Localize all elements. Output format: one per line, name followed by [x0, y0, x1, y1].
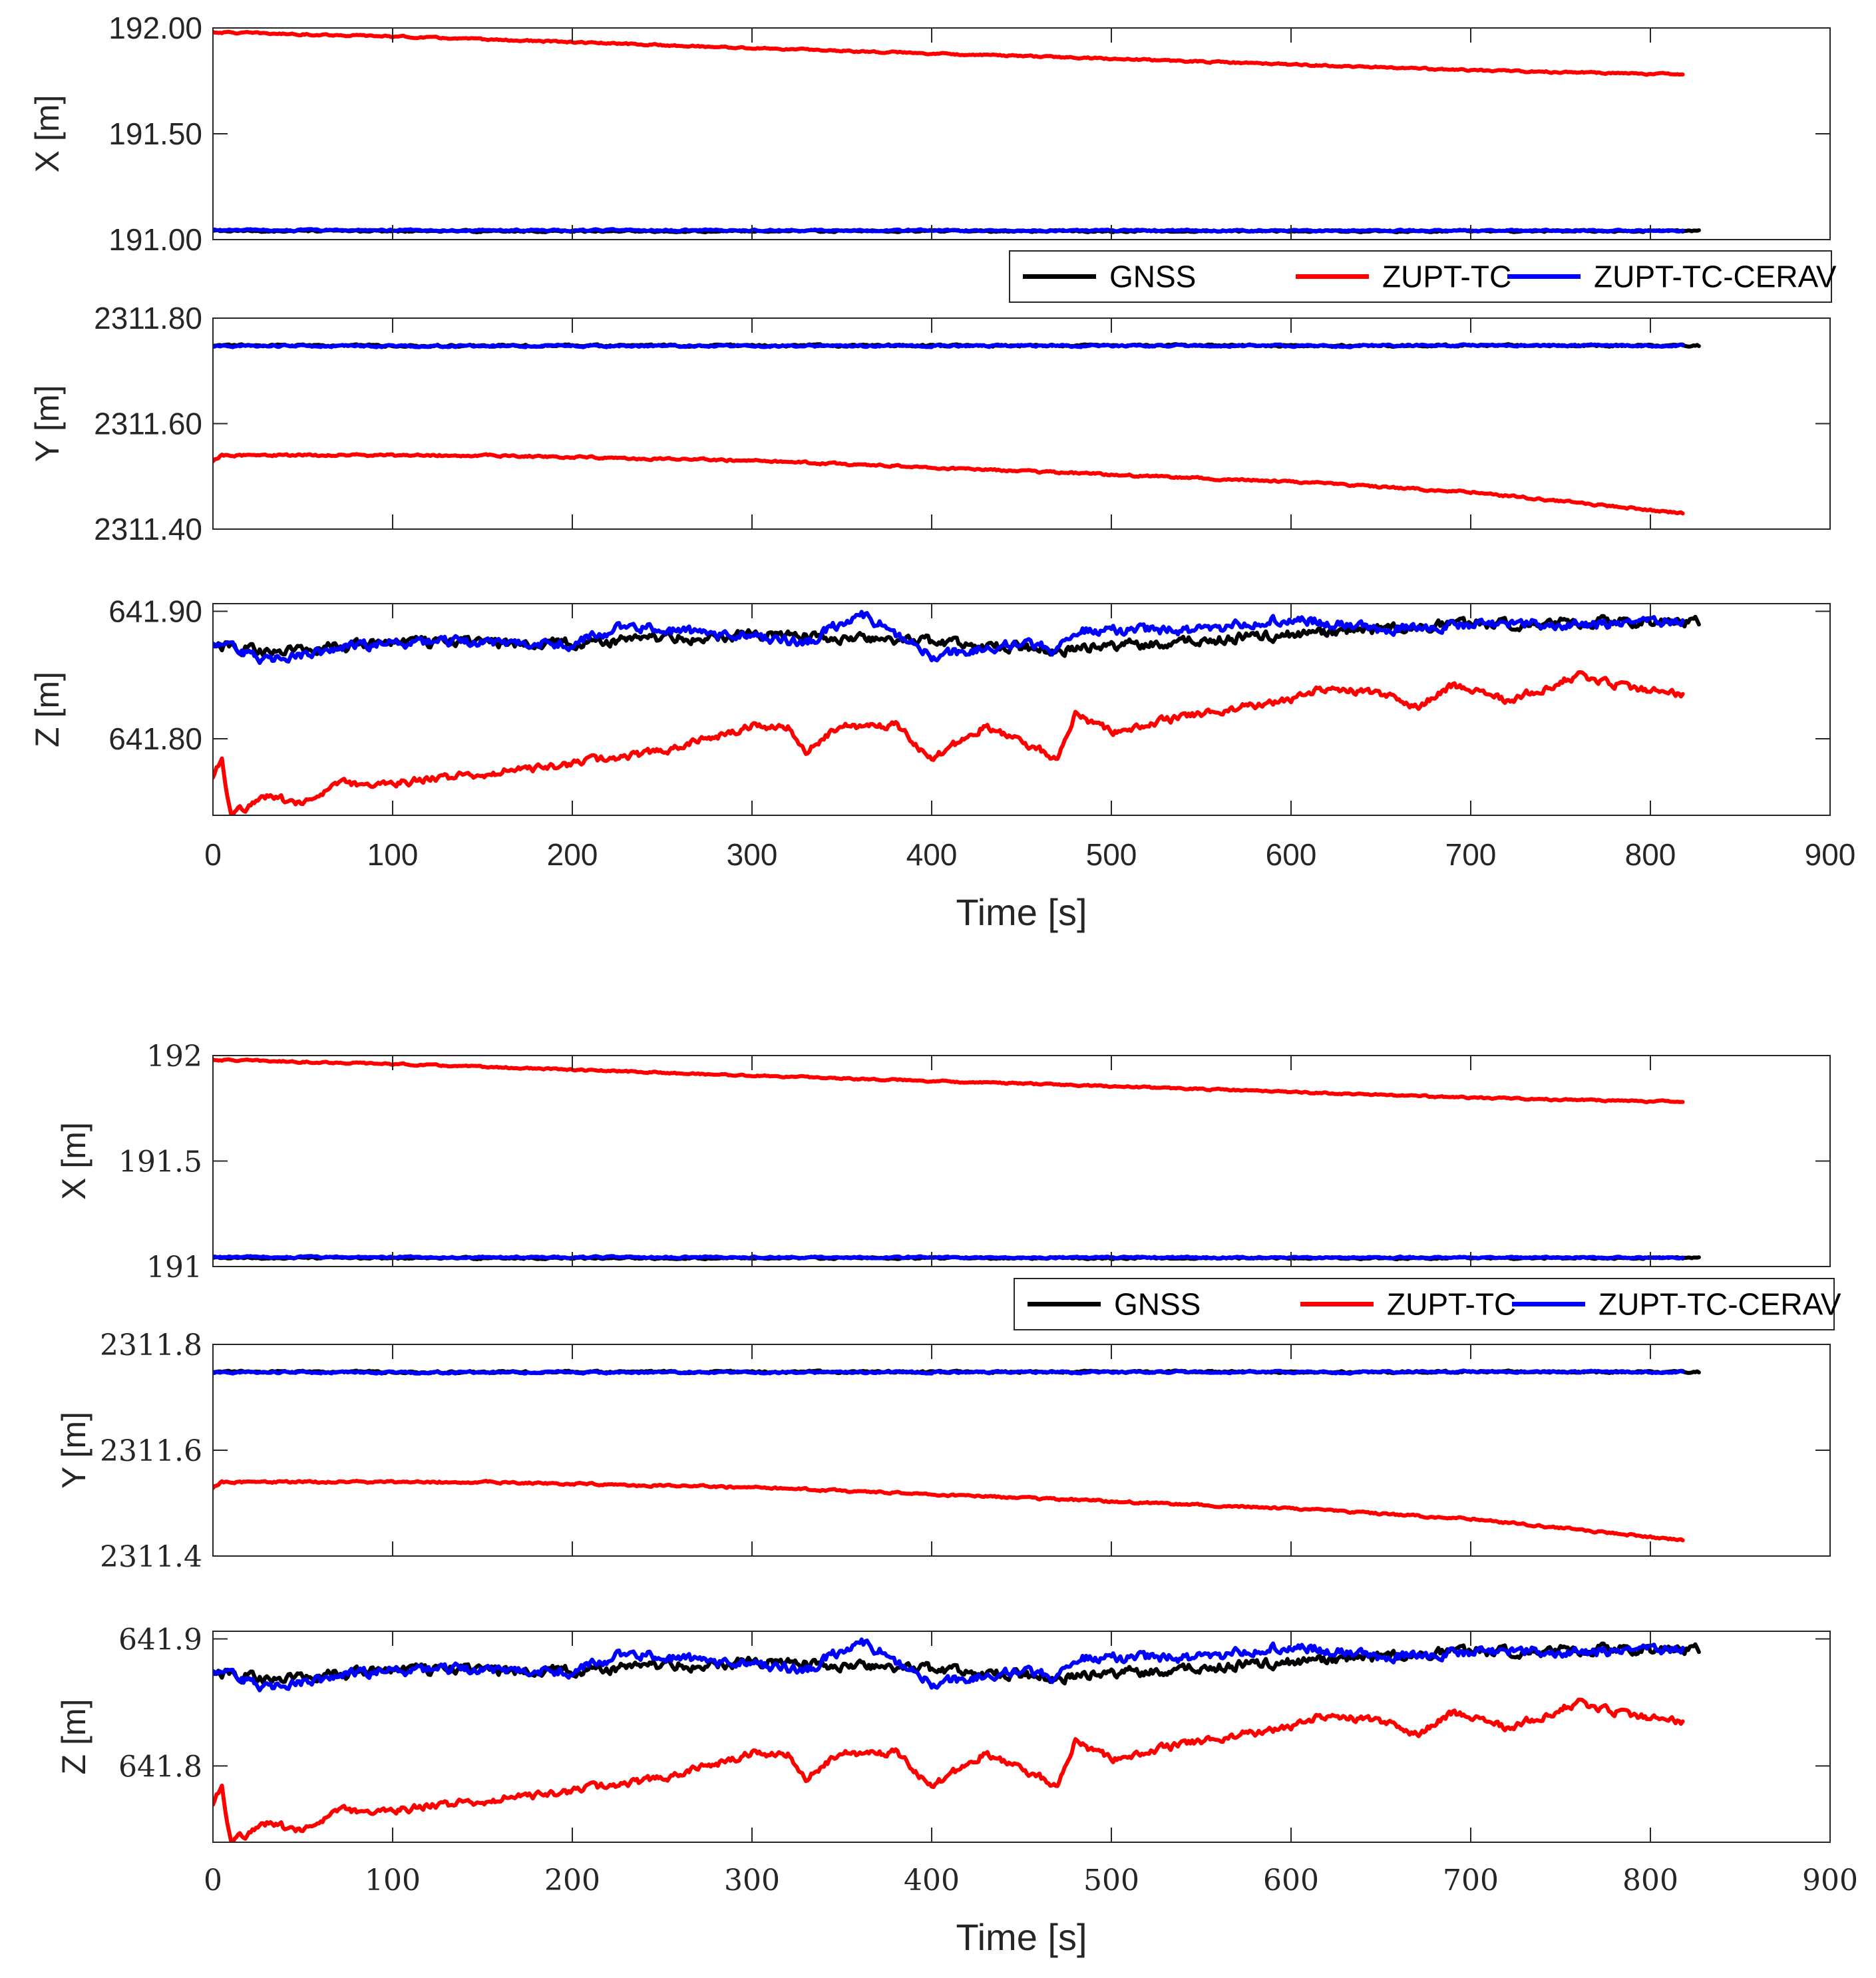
- x-axis-label: Time [s]: [956, 891, 1087, 933]
- x-tick-label: 400: [904, 1864, 960, 1897]
- x-tick-label: 100: [365, 1864, 421, 1897]
- y-axis-label: X [m]: [55, 1122, 93, 1200]
- x-tick-label: 700: [1443, 1864, 1499, 1897]
- legend: GNSS ZUPT-TC ZUPT-TC-CERAV: [1014, 1278, 1841, 1330]
- x-tick-label: 700: [1445, 837, 1497, 872]
- series-line-zupt-tc-cerav: [213, 342, 1685, 349]
- y-axis-label: Y [m]: [55, 1412, 93, 1489]
- x-axis-label: Time [s]: [956, 1916, 1087, 1958]
- series-line-zupt-tc-cerav: [213, 1368, 1685, 1376]
- x-tick-label: 900: [1802, 1864, 1858, 1897]
- panel-x: 191.00 191.50 192.00 X [m]: [29, 11, 1831, 257]
- series-line-zupt-tc: [213, 1057, 1685, 1105]
- axes-box: [212, 1055, 1831, 1267]
- y-tick-label: 2311.80: [94, 301, 202, 335]
- y-tick-label: 641.8: [118, 1750, 202, 1784]
- x-tick-label: 800: [1625, 837, 1676, 872]
- axes-box: [212, 1344, 1831, 1557]
- axes-box: [212, 603, 1831, 816]
- series-line-zupt-tc-cerav: [213, 610, 1685, 666]
- series-line-zupt-tc: [213, 1697, 1685, 1842]
- y-axis-label: Z [m]: [29, 672, 66, 747]
- y-tick-label: 191.50: [108, 116, 202, 151]
- legend-label-zupt-tc: ZUPT-TC: [1382, 260, 1511, 294]
- y-axis-label: Y [m]: [29, 385, 66, 463]
- legend-box: [1009, 250, 1832, 303]
- y-tick-label: 191.5: [118, 1145, 202, 1179]
- legend-label-gnss: GNSS: [1109, 260, 1196, 294]
- y-tick-label: 2311.4: [100, 1540, 202, 1574]
- y-tick-label: 641.80: [108, 721, 202, 756]
- series-line-zupt-tc: [213, 452, 1685, 516]
- axes-box: [212, 27, 1831, 240]
- y-tick-label: 2311.8: [100, 1328, 202, 1362]
- series-line-zupt-tc: [213, 29, 1685, 77]
- series-line-zupt-tc: [213, 670, 1685, 815]
- series-line-zupt-tc-cerav: [213, 1254, 1685, 1261]
- x-tick-label: 300: [724, 1864, 780, 1897]
- panel-x: 191 191.5 192 X [m]: [55, 1040, 1831, 1285]
- x-tick-label: 400: [906, 837, 958, 872]
- series-group: [213, 610, 1701, 815]
- axes-box: [212, 1631, 1831, 1843]
- series-line-zupt-tc-cerav: [213, 227, 1685, 234]
- panel-z: 641.8 641.9 0 100 200 300 400 500 600 700 800 900 Z …: [55, 1623, 1858, 1897]
- x-tick-label: 100: [367, 837, 419, 872]
- y-axis-label: X [m]: [29, 95, 66, 173]
- y-tick-label: 191.00: [108, 222, 202, 257]
- x-tick-label: 500: [1083, 1864, 1139, 1897]
- series-line-zupt-tc: [213, 1478, 1685, 1543]
- series-line-zupt-tc-cerav: [213, 1637, 1685, 1692]
- y-tick-label: 191: [146, 1251, 202, 1285]
- panel-z: 641.80 641.90 0 100 200 300 400 500 600 700 800 900…: [29, 594, 1855, 872]
- figure-bottom: 191 191.5 192 X [m] 2311.4 2311.6 2311.8 Y [m] 6…: [55, 1040, 1858, 1958]
- x-tick-label: 200: [547, 837, 598, 872]
- y-tick-label: 2311.6: [100, 1434, 202, 1468]
- x-tick-label: 900: [1805, 837, 1856, 872]
- legend: GNSS ZUPT-TC ZUPT-TC-CERAV: [1009, 250, 1837, 303]
- y-tick-label: 641.90: [108, 594, 202, 628]
- x-tick-label: 0: [204, 1864, 222, 1897]
- series-group: [213, 1368, 1701, 1543]
- x-tick-label: 800: [1622, 1864, 1678, 1897]
- y-tick-label: 2311.40: [94, 512, 202, 546]
- axes-box: [212, 317, 1831, 530]
- panel-y: 2311.40 2311.60 2311.80 Y [m]: [29, 301, 1831, 546]
- legend-box: [1014, 1278, 1835, 1330]
- panel-y: 2311.4 2311.6 2311.8 Y [m]: [55, 1328, 1831, 1574]
- y-tick-label: 2311.60: [94, 407, 202, 441]
- legend-label-zupt-tc-cerav: ZUPT-TC-CERAV: [1598, 1287, 1841, 1322]
- y-tick-label: 192.00: [108, 11, 202, 45]
- x-tick-label: 0: [204, 837, 222, 872]
- legend-label-zupt-tc-cerav: ZUPT-TC-CERAV: [1594, 260, 1837, 294]
- y-tick-label: 641.9: [118, 1623, 202, 1657]
- legend-label-gnss: GNSS: [1114, 1287, 1201, 1322]
- x-tick-label: 600: [1266, 837, 1317, 872]
- legend-label-zupt-tc: ZUPT-TC: [1387, 1287, 1516, 1322]
- x-tick-label: 200: [544, 1864, 600, 1897]
- x-tick-label: 300: [727, 837, 778, 872]
- series-group: [213, 1637, 1701, 1842]
- series-group: [213, 342, 1701, 516]
- y-tick-label: 192: [146, 1040, 202, 1074]
- series-group: [213, 1057, 1701, 1262]
- y-axis-label: Z [m]: [55, 1699, 93, 1775]
- series-group: [213, 29, 1701, 234]
- x-tick-label: 500: [1086, 837, 1137, 872]
- x-tick-label: 600: [1263, 1864, 1319, 1897]
